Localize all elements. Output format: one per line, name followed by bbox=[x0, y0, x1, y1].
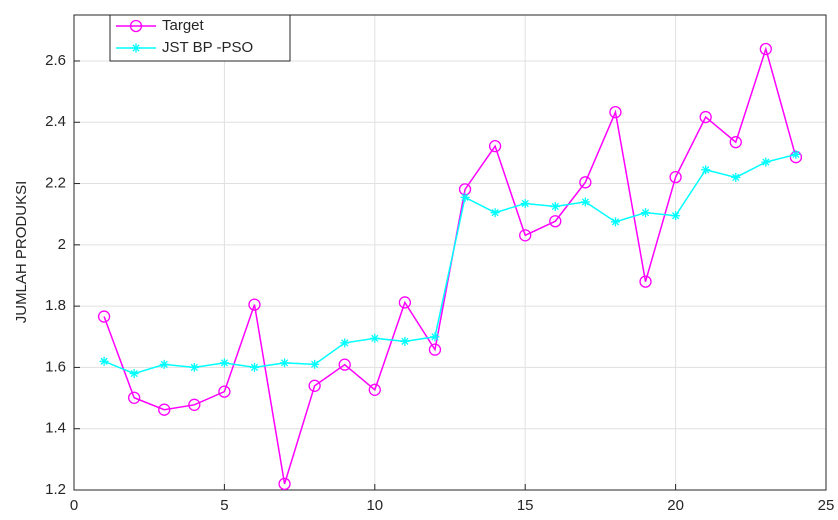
series-line bbox=[103, 153, 797, 375]
data-point bbox=[641, 208, 651, 218]
x-tick-label: 0 bbox=[70, 497, 78, 514]
data-point bbox=[188, 398, 201, 411]
y-tick-label: 1.8 bbox=[45, 297, 66, 314]
data-point bbox=[460, 192, 470, 202]
marker-stroke bbox=[401, 337, 409, 345]
y-tick-label: 1.4 bbox=[45, 420, 66, 437]
data-point bbox=[310, 359, 320, 369]
y-axis-label: JUMLAH PRODUKSI bbox=[13, 181, 30, 324]
data-point bbox=[550, 202, 560, 212]
y-tick-label: 2.4 bbox=[45, 113, 66, 130]
data-point bbox=[219, 358, 229, 368]
data-point bbox=[128, 391, 141, 404]
data-point bbox=[99, 356, 109, 366]
y-tick-label: 1.6 bbox=[45, 358, 66, 375]
legend-marker bbox=[131, 43, 141, 53]
data-point bbox=[338, 358, 351, 371]
data-point bbox=[370, 333, 380, 343]
marker-stroke bbox=[130, 369, 138, 378]
data-point bbox=[278, 477, 291, 491]
marker-stroke bbox=[190, 363, 198, 372]
marker-stroke bbox=[581, 198, 589, 206]
data-point bbox=[218, 385, 231, 398]
marker-stroke bbox=[311, 360, 319, 368]
y-tick-label: 1.2 bbox=[45, 481, 66, 498]
data-point bbox=[428, 343, 442, 356]
marker-stroke bbox=[671, 212, 680, 220]
data-point bbox=[639, 275, 652, 288]
data-point bbox=[759, 42, 772, 56]
data-point bbox=[159, 359, 169, 369]
marker-stroke bbox=[491, 209, 499, 217]
data-point bbox=[671, 211, 681, 221]
data-point bbox=[189, 362, 199, 372]
marker-stroke bbox=[732, 173, 740, 182]
marker-stroke bbox=[160, 360, 168, 368]
marker-stroke bbox=[641, 209, 650, 217]
data-point bbox=[699, 110, 712, 124]
plot-area bbox=[74, 15, 826, 490]
y-tick-label: 2 bbox=[58, 236, 66, 253]
data-point bbox=[248, 298, 261, 311]
marker-stroke bbox=[220, 359, 229, 367]
marker-stroke bbox=[341, 339, 349, 347]
marker-stroke bbox=[792, 150, 800, 159]
data-point bbox=[308, 379, 321, 392]
data-point bbox=[400, 336, 410, 346]
x-tick-label: 15 bbox=[517, 497, 534, 514]
marker-stroke bbox=[551, 202, 559, 211]
x-tick-label: 10 bbox=[366, 497, 383, 514]
data-point bbox=[549, 215, 562, 228]
data-point bbox=[731, 172, 741, 182]
marker-stroke bbox=[132, 44, 140, 52]
marker-stroke bbox=[431, 333, 439, 341]
legend-marker bbox=[129, 19, 143, 33]
legend-entry: Target bbox=[116, 17, 205, 34]
data-point bbox=[97, 310, 111, 323]
data-point bbox=[488, 140, 502, 153]
legend-label: JST BP -PSO bbox=[162, 39, 253, 56]
data-point bbox=[249, 362, 259, 372]
x-tick-label: 25 bbox=[818, 497, 835, 514]
marker-stroke bbox=[461, 193, 469, 201]
y-tick-label: 2.2 bbox=[45, 175, 66, 192]
data-point bbox=[430, 332, 440, 342]
marker-stroke bbox=[371, 334, 379, 342]
data-point bbox=[610, 217, 620, 227]
legend-label: Target bbox=[162, 17, 205, 34]
data-point bbox=[280, 358, 290, 368]
marker-stroke bbox=[250, 363, 259, 372]
marker-stroke bbox=[280, 359, 289, 367]
data-point bbox=[519, 229, 532, 242]
axes-box bbox=[73, 14, 827, 491]
data-point bbox=[340, 338, 350, 348]
data-point bbox=[701, 165, 711, 175]
data-point bbox=[520, 198, 530, 208]
data-point bbox=[761, 157, 771, 167]
data-point bbox=[791, 149, 801, 159]
data-point bbox=[609, 105, 622, 119]
legend-entry: JST BP -PSO bbox=[116, 39, 253, 56]
marker-stroke bbox=[100, 357, 108, 365]
data-point bbox=[580, 197, 590, 207]
marker-stroke bbox=[611, 218, 620, 226]
data-point bbox=[129, 369, 139, 379]
data-point bbox=[368, 383, 381, 396]
data-point bbox=[490, 208, 500, 218]
y-tick-label: 2.6 bbox=[45, 52, 66, 69]
marker-stroke bbox=[521, 199, 529, 208]
data-point bbox=[158, 403, 171, 416]
data-point bbox=[729, 136, 742, 149]
marker-stroke bbox=[762, 158, 770, 166]
x-tick-label: 5 bbox=[220, 497, 228, 514]
marker-stroke bbox=[702, 166, 710, 174]
data-point bbox=[398, 296, 412, 309]
data-point bbox=[669, 170, 682, 184]
x-tick-label: 20 bbox=[667, 497, 684, 514]
data-point bbox=[579, 176, 592, 189]
